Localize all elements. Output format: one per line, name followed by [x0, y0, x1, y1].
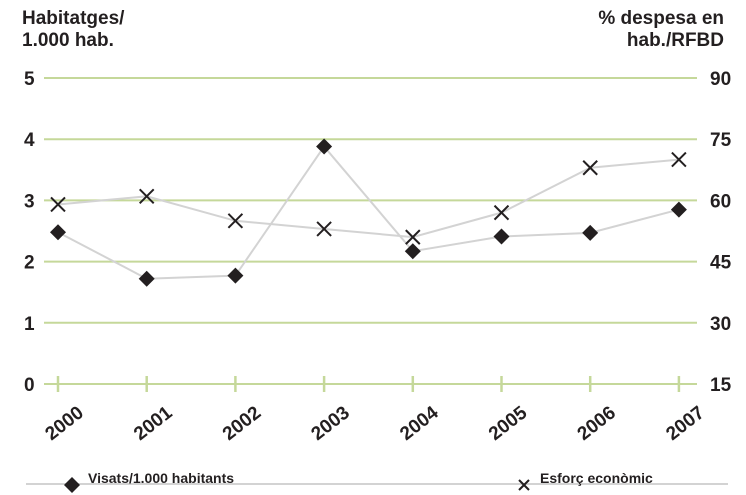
x-tick-label: 2002: [219, 402, 265, 445]
cross-marker: [405, 229, 421, 245]
series-line: [57, 144, 680, 280]
x-tick-label: 2000: [41, 402, 87, 445]
diamond-marker: [582, 224, 599, 241]
diamond-marker: [316, 138, 333, 155]
right-tick-label: 90: [710, 69, 731, 90]
diamond-marker: [138, 270, 155, 287]
right-axis-title: % despesa en hab./RFBD: [598, 8, 724, 51]
left-tick-label: 5: [24, 69, 35, 90]
cross-marker: [493, 204, 510, 221]
left-axis-title: Habitatges/ 1.000 hab.: [22, 8, 125, 51]
left-tick-label: 3: [24, 191, 35, 212]
x-tick-label: 2001: [130, 402, 177, 445]
x-tick-label: 2003: [308, 402, 354, 445]
x-tick-label: 2004: [396, 402, 443, 445]
series-line: [57, 158, 679, 239]
cross-marker: [316, 221, 332, 237]
diamond-marker: [493, 228, 510, 245]
diamond-marker: [50, 224, 66, 241]
legend-label-esforc: Esforç econòmic: [540, 470, 653, 486]
cross-marker: [582, 160, 598, 176]
diamond-marker: [670, 201, 687, 218]
x-tick-label: 2005: [485, 402, 532, 445]
right-tick-label: 60: [710, 191, 731, 212]
legend-diamond-marker: [64, 477, 80, 493]
left-tick-label: 4: [24, 130, 35, 151]
right-tick-label: 15: [710, 375, 732, 396]
diamond-marker: [227, 267, 244, 284]
x-tick-label: 2007: [662, 402, 708, 445]
legend-cross-marker: [518, 479, 530, 491]
right-tick-label: 75: [710, 130, 732, 151]
diamond-marker: [404, 243, 421, 260]
legend-label-visats: Visats/1.000 habitants: [88, 470, 234, 486]
right-tick-label: 30: [710, 314, 731, 335]
left-tick-label: 2: [24, 253, 35, 274]
cross-marker: [138, 188, 155, 205]
cross-marker: [227, 213, 244, 229]
left-tick-label: 0: [24, 375, 35, 396]
x-tick-label: 2006: [574, 402, 620, 445]
left-tick-label: 1: [24, 314, 35, 335]
cross-marker: [671, 151, 687, 168]
right-tick-label: 45: [710, 253, 732, 274]
cross-marker: [50, 196, 66, 213]
